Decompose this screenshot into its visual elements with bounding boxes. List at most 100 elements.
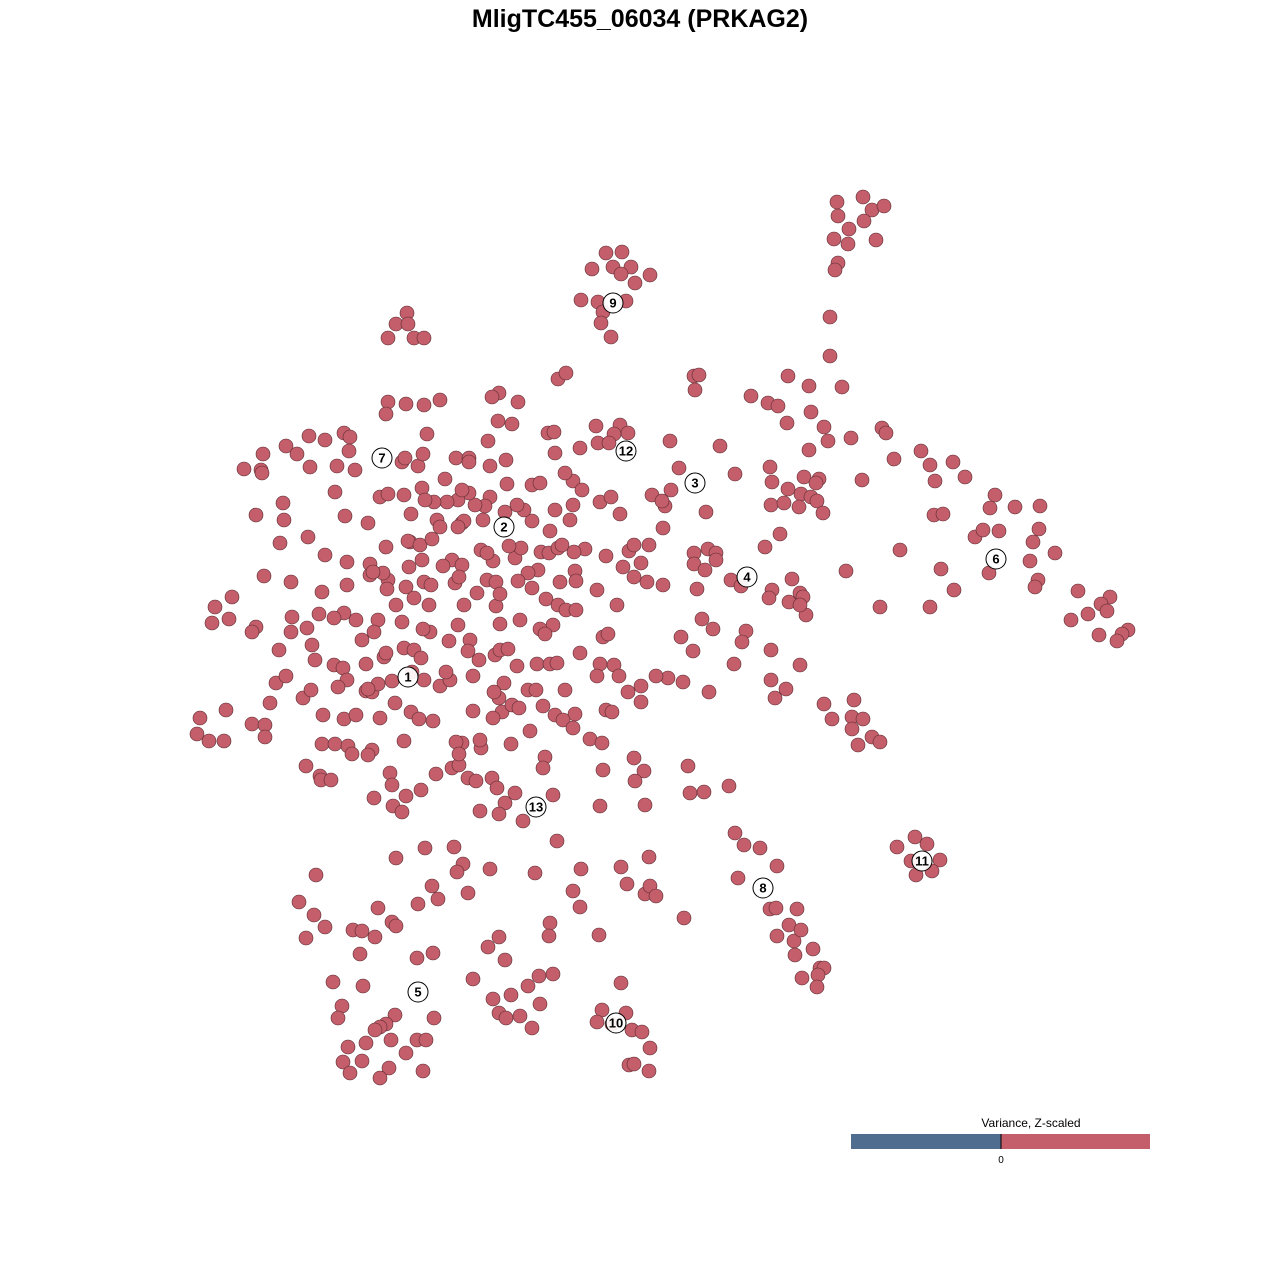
data-point (340, 1039, 356, 1055)
data-point (589, 668, 605, 684)
data-point (469, 585, 485, 601)
data-point (689, 581, 705, 597)
data-point (439, 494, 455, 510)
data-point (838, 563, 854, 579)
data-point (397, 450, 413, 466)
data-point (626, 569, 642, 585)
data-point (192, 710, 208, 726)
data-point (503, 987, 519, 1003)
data-point (291, 894, 307, 910)
data-point (406, 590, 422, 606)
data-point (769, 858, 785, 874)
data-point (1080, 606, 1096, 622)
data-point (816, 696, 832, 712)
data-point (384, 777, 400, 793)
data-point (432, 519, 448, 535)
data-point (633, 555, 649, 571)
cluster-label-10: 10 (605, 1012, 627, 1034)
data-point (568, 573, 584, 589)
data-point (365, 564, 381, 580)
data-point (763, 642, 779, 658)
data-point (522, 723, 538, 739)
cluster-label-11: 11 (911, 850, 933, 872)
data-point (572, 645, 588, 661)
data-point (549, 833, 565, 849)
data-point (830, 208, 846, 224)
data-point (430, 891, 446, 907)
cluster-label-badge (684, 472, 706, 494)
data-point (761, 590, 777, 606)
data-point (520, 978, 536, 994)
data-point (636, 763, 652, 779)
data-point (360, 681, 376, 697)
data-point (299, 620, 315, 636)
data-point (694, 611, 710, 627)
cluster-label-badge (911, 850, 933, 872)
data-point (244, 716, 260, 732)
data-point (416, 672, 432, 688)
data-point (244, 624, 260, 640)
data-point (1109, 633, 1125, 649)
data-point (248, 507, 264, 523)
data-point (218, 702, 234, 718)
data-point (307, 652, 323, 668)
data-point (726, 656, 742, 672)
data-point (604, 704, 620, 720)
data-point (876, 198, 892, 214)
color-legend: Variance, Z-scaled 0 (851, 1116, 1150, 1166)
data-point (1063, 612, 1079, 628)
cluster-label-2: 2 (493, 516, 515, 538)
data-point (886, 451, 902, 467)
data-point (734, 634, 750, 650)
data-point (535, 760, 551, 776)
data-point (509, 658, 525, 674)
data-point (454, 482, 470, 498)
data-point (268, 675, 284, 691)
data-point (524, 580, 540, 596)
data-point (428, 766, 444, 782)
cluster-label-text: 10 (609, 1016, 623, 1031)
data-point (367, 1022, 383, 1038)
data-point (498, 1010, 514, 1026)
data-point (355, 978, 371, 994)
data-point (512, 612, 528, 628)
data-point (354, 923, 370, 939)
data-point (272, 535, 288, 551)
data-point (224, 589, 240, 605)
data-point (537, 626, 553, 642)
data-point (435, 558, 451, 574)
cluster-label-text: 12 (619, 444, 633, 459)
cluster-label-3: 3 (684, 472, 706, 494)
data-point (513, 540, 529, 556)
data-point (779, 415, 795, 431)
data-point (696, 784, 712, 800)
data-point (529, 656, 545, 672)
data-point (675, 674, 691, 690)
data-point (542, 523, 558, 539)
data-point (496, 675, 512, 691)
cluster-label-12: 12 (615, 440, 637, 462)
data-point (545, 966, 561, 982)
data-point (438, 664, 454, 680)
data-point (448, 734, 464, 750)
data-point (382, 765, 398, 781)
cluster-label-text: 4 (743, 570, 751, 585)
data-point (603, 489, 619, 505)
data-point (712, 438, 728, 454)
data-point (448, 450, 464, 466)
data-point (927, 473, 943, 489)
data-point (510, 573, 526, 589)
data-point (417, 492, 433, 508)
data-point (358, 1035, 374, 1051)
data-point (490, 413, 506, 429)
data-point (619, 876, 635, 892)
data-point (532, 996, 548, 1012)
data-point (878, 425, 894, 441)
cluster-label-text: 9 (609, 296, 616, 311)
data-point (413, 650, 429, 666)
cluster-label-badge (985, 548, 1007, 570)
data-point (414, 552, 430, 568)
cluster-label-7: 7 (371, 447, 393, 469)
data-point (491, 929, 507, 945)
data-point (204, 615, 220, 631)
